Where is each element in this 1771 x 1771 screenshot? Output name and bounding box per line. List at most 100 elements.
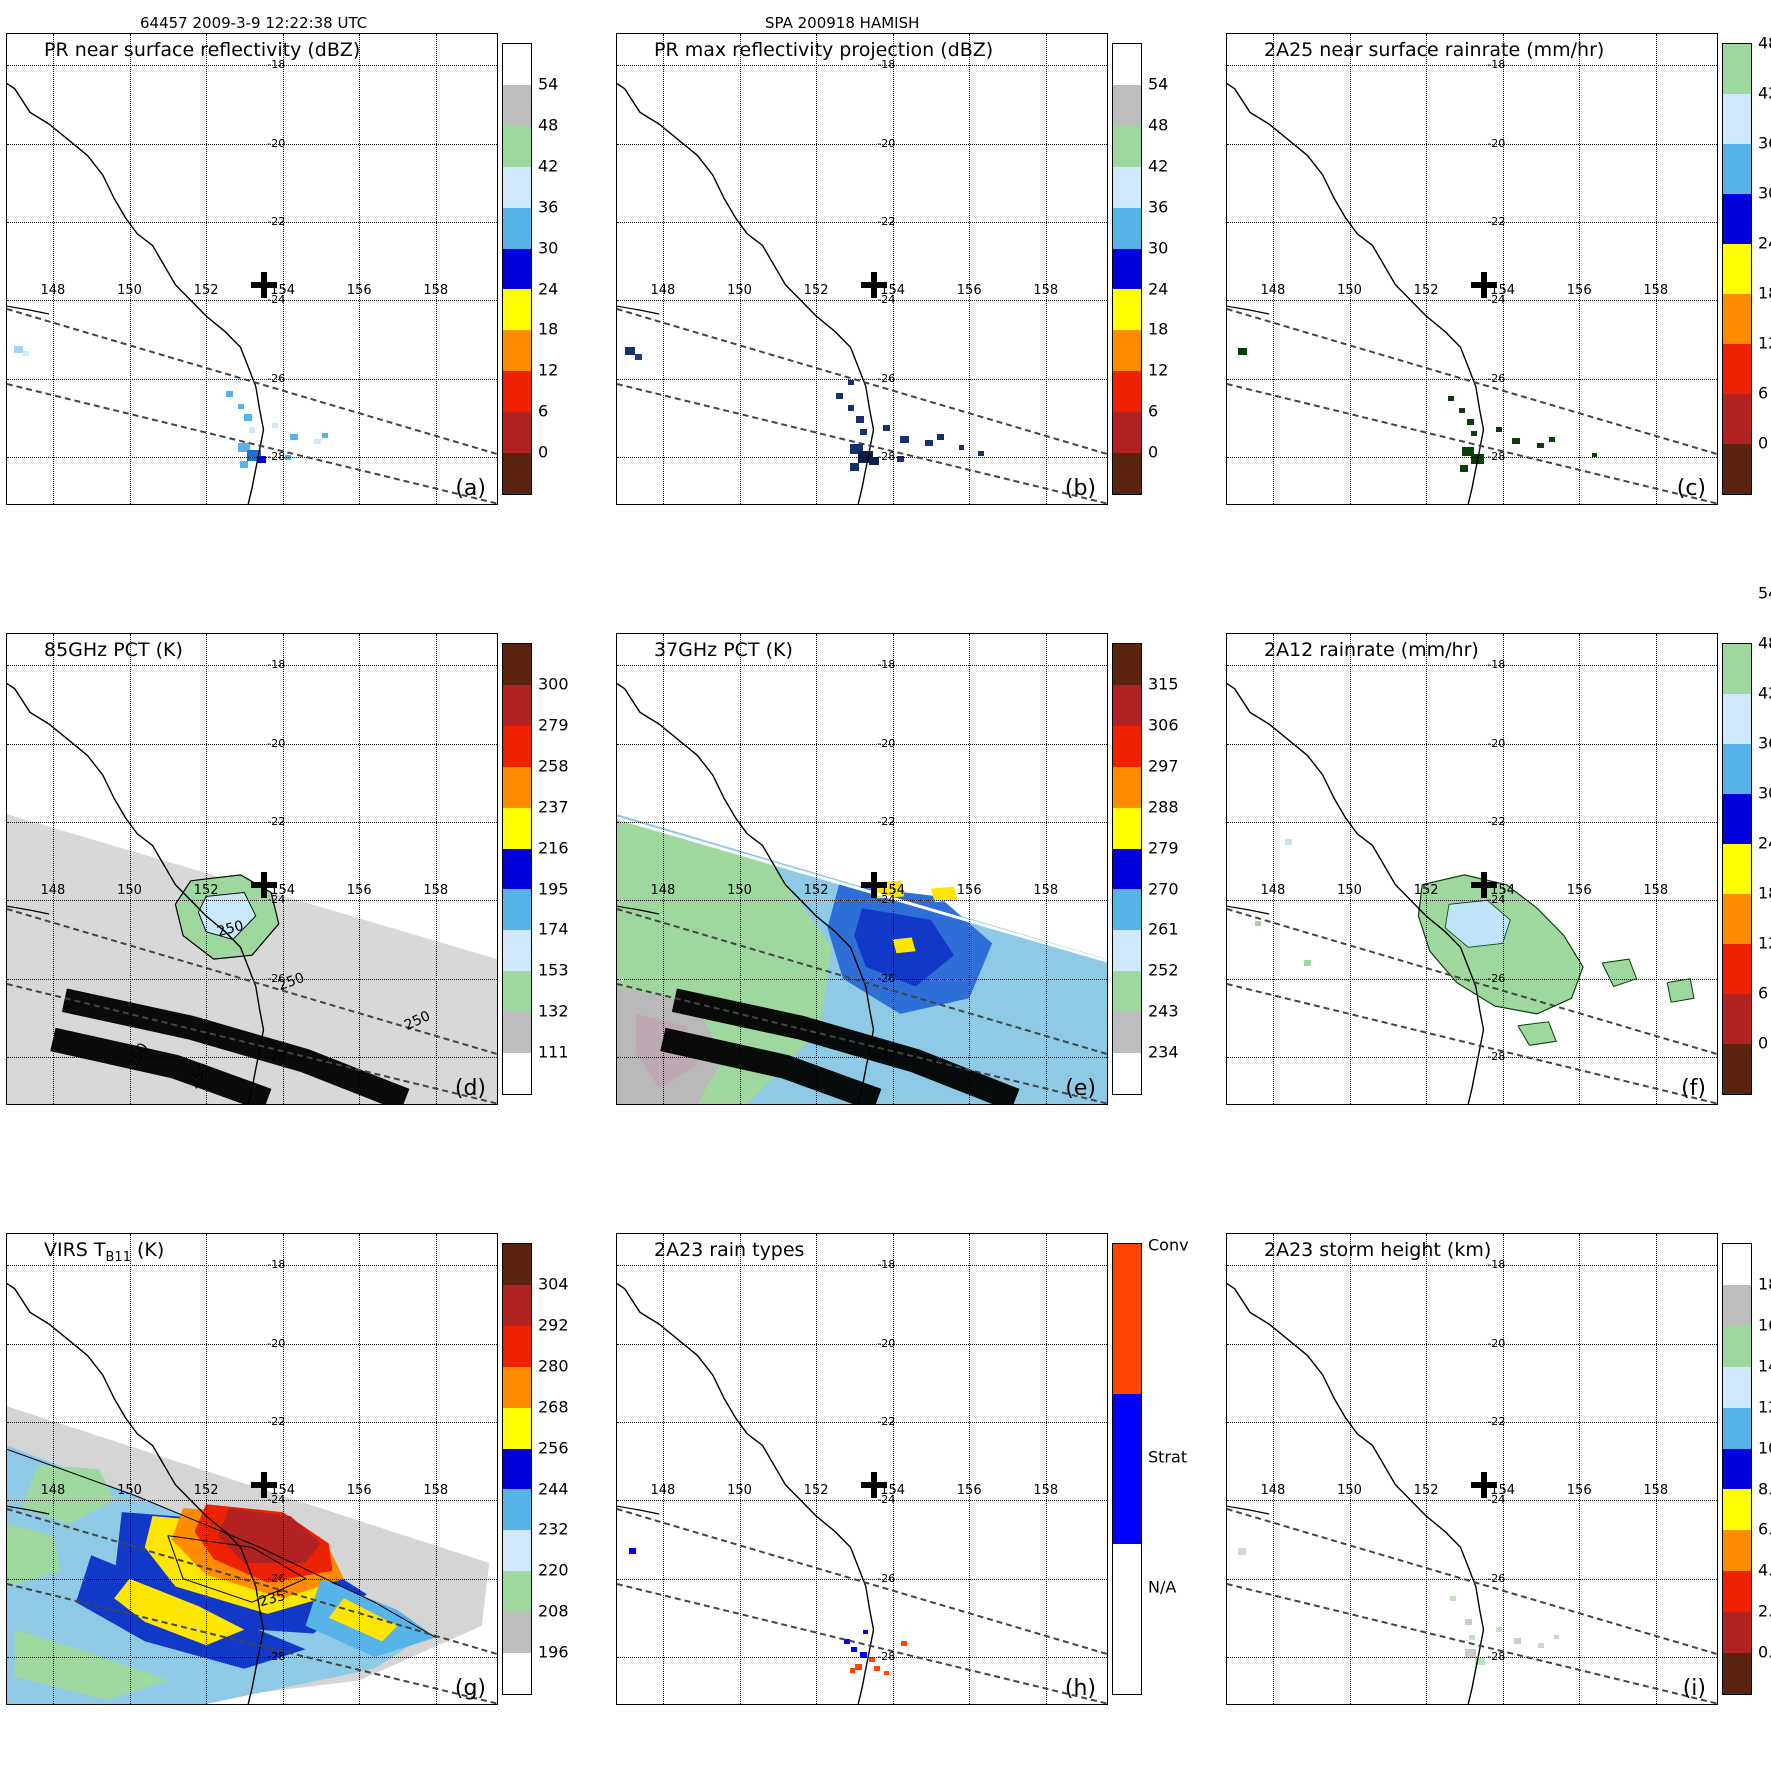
lon-tick-label: 158 (1033, 882, 1059, 898)
lon-tick-label: 152 (1413, 1482, 1439, 1498)
data-cell (628, 1548, 636, 1555)
colorbar-tick-label: 6 (538, 401, 549, 421)
lon-tick-label: 152 (803, 1482, 829, 1498)
map-area-i[interactable]: 148 150 152 154 156 158 -18 -20 -22 -24 -26 -28 (1226, 1233, 1718, 1705)
data-cell (1495, 1627, 1502, 1633)
lat-tick-label: -22 (1487, 215, 1506, 228)
data-cell (868, 1656, 875, 1662)
gridline-longitude (359, 1234, 361, 1704)
gridline-longitude (206, 1234, 208, 1704)
lat-tick-label: -22 (877, 1415, 896, 1428)
lat-tick-label: -18 (877, 58, 896, 72)
colorbar-segment (503, 1653, 531, 1694)
panel-title-tail: (K) (130, 1239, 165, 1261)
data-cell (1514, 1638, 1522, 1645)
colorbar-segment (1723, 244, 1751, 294)
colorbar-tick-label: 48 (1148, 115, 1169, 135)
colorbar-segment (1113, 125, 1141, 167)
map-area-g[interactable]: 148 150 152 154 156 158 -18 -20 -22 -24 -26 -28 (6, 1233, 498, 1705)
gridline-latitude (7, 978, 497, 980)
data-cell (246, 449, 261, 461)
panel-tag: (i) (1682, 1676, 1706, 1701)
gridline-longitude (435, 1234, 437, 1704)
data-cell (856, 416, 865, 424)
colorbar-tick-label: 24 (1758, 833, 1771, 853)
gridline-latitude (1227, 300, 1717, 302)
lat-tick-label: -26 (877, 1571, 896, 1585)
gridline-latitude (617, 222, 1107, 223)
colorbar-tick-label: 18 (1758, 883, 1771, 903)
colorbar-segment (1723, 644, 1751, 694)
gridline-longitude (892, 634, 894, 1104)
panel-f: 148 150 152 154 156 158 -18 -20 -22 -24 -26 -28 2A1… (1226, 584, 1771, 1109)
data-cell (1512, 438, 1520, 445)
lon-tick-label: 150 (117, 282, 142, 298)
colorbar-tick-label: 30 (538, 238, 559, 257)
colorbar-i (1722, 1243, 1752, 1695)
colorbar-tick-label: 18.0 (1758, 1274, 1771, 1294)
colorbar-segment (503, 371, 531, 413)
colorbar-segment (1113, 684, 1141, 726)
data-cell (849, 1668, 855, 1674)
colorbar-tick-label: 12 (1758, 333, 1771, 353)
map-area-e[interactable]: 148 150 152 154 156 158 -18 -20 -22 -24 -26 -28 (616, 633, 1108, 1105)
data-cell (868, 456, 879, 465)
colorbar-a (502, 43, 532, 495)
gridline-latitude (617, 743, 1107, 745)
map-area-d[interactable]: 148 150 152 154 156 158 -18 -20 -22 -24 -26 -28 (6, 633, 498, 1105)
colorbar-segment (503, 1053, 531, 1094)
panel-g: 148 150 152 154 156 158 -18 -20 -22 -24 -26 -28 VIR… (6, 1233, 610, 1709)
lat-tick-label: -26 (877, 371, 896, 385)
map-area-f[interactable]: 148 150 152 154 156 158 -18 -20 -22 -24 -26 -28 (1226, 633, 1718, 1105)
colorbar-ticks-b: 0 6 12 18 24 30 36 42 48 54 (1148, 43, 1218, 493)
colorbar-tick-label: 12.0 (1758, 1397, 1771, 1417)
lat-tick-label: -24 (877, 893, 896, 907)
gridline-latitude (7, 1265, 497, 1267)
colorbar-segment (503, 848, 531, 890)
cyclone-center-marker (860, 271, 887, 298)
lat-tick-label: -22 (267, 1415, 286, 1428)
map-area-h[interactable]: 148 150 152 154 156 158 -18 -20 -22 -24 -26 -28 (616, 1233, 1108, 1705)
map-area-c[interactable]: 148 150 152 154 156 158 -18 -20 -22 -24 -26 -28 (1226, 33, 1718, 505)
data-cell (1469, 1634, 1475, 1640)
data-cell (977, 450, 984, 456)
cyclone-center-marker (250, 271, 277, 298)
gridline-longitude (969, 34, 971, 504)
data-cell (1254, 921, 1261, 927)
colorbar-segment (1113, 44, 1141, 85)
colorbar-segment (503, 289, 531, 331)
gridline-longitude (1349, 634, 1351, 1104)
colorbar-segment (1723, 1653, 1751, 1694)
colorbar-tick-label: 234 (1148, 1042, 1179, 1062)
data-cell (884, 1670, 890, 1675)
lat-tick-label: -28 (1487, 450, 1506, 463)
colorbar-segment (503, 248, 531, 290)
gridline-latitude (7, 222, 497, 223)
panel-e: 148 150 152 154 156 158 -18 -20 -22 -24 -26 -28 37G… (616, 633, 1220, 1109)
gridline-longitude (1349, 1234, 1351, 1704)
gridline-longitude (129, 34, 131, 504)
panel-tag: (g) (454, 1676, 486, 1701)
colorbar-segment (1113, 725, 1141, 767)
colorbar-e (1112, 643, 1142, 1095)
data-cell (901, 1640, 908, 1646)
gridline-longitude (969, 1234, 971, 1704)
colorbar-tick-label: 18 (1148, 319, 1169, 339)
map-area-a[interactable]: 148 150 152 154 156 158 -18 -20 -22 -24 -26 -28 (6, 33, 498, 505)
colorbar-segment (503, 971, 531, 1013)
colorbar-tick-label: 14.0 (1758, 1356, 1771, 1376)
lat-tick-label: -22 (267, 815, 286, 828)
gridline-longitude (1272, 634, 1274, 1104)
colorbar-tick-label: 36 (1758, 733, 1771, 753)
colorbar-tick-label: 36 (1758, 133, 1771, 153)
lon-tick-label: 156 (1566, 882, 1592, 898)
gridline-latitude (1227, 1265, 1717, 1267)
data-cell (1238, 1547, 1247, 1555)
colorbar-tick-label: Conv (1148, 1235, 1189, 1255)
lat-tick-label: -24 (877, 1493, 896, 1507)
gridline-latitude (1227, 665, 1717, 667)
gridline-longitude (1579, 34, 1581, 504)
gridline-longitude (1272, 1234, 1274, 1704)
map-area-b[interactable]: 148 150 152 154 156 158 -18 -20 -22 -24 -26 -28 (616, 33, 1108, 505)
gridline-latitude (1227, 222, 1717, 223)
